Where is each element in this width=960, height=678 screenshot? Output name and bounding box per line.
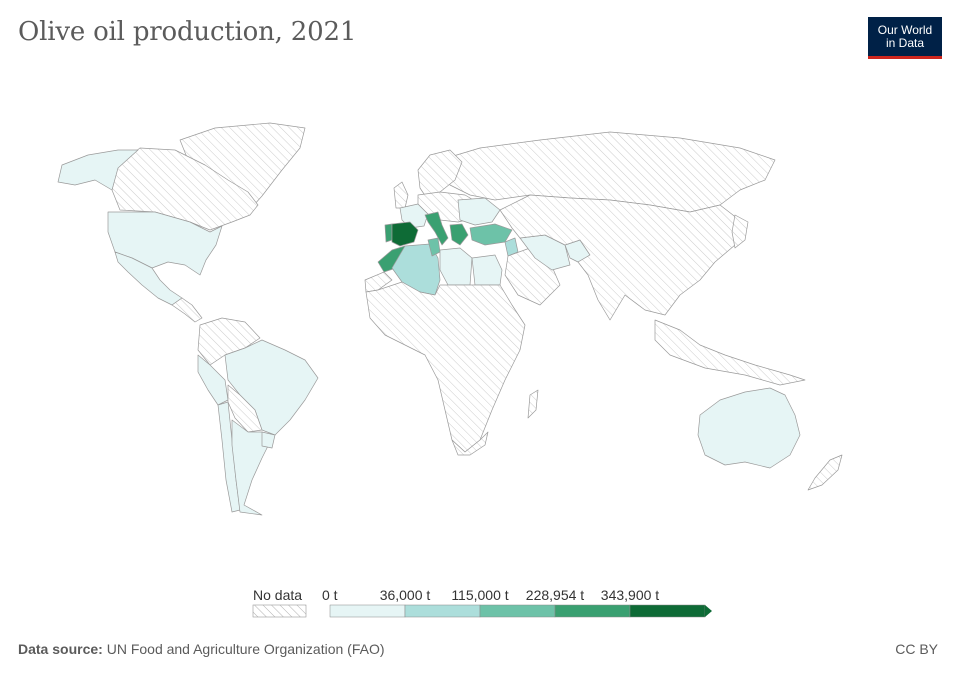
- legend-label-4: 343,900 t: [601, 587, 659, 603]
- owid-logo[interactable]: Our World in Data: [868, 17, 942, 59]
- legend-label-0: 0 t: [322, 587, 338, 603]
- region-libya: [439, 247, 473, 286]
- region-scandinavia: [417, 149, 463, 201]
- region-asia: [499, 194, 743, 321]
- data-source-text: UN Food and Agriculture Organization (FA…: [106, 641, 385, 657]
- legend-no-data-swatch: [252, 604, 307, 618]
- data-source: Data source: UN Food and Agriculture Org…: [18, 641, 385, 657]
- legend-label-2: 115,000 t: [451, 587, 508, 603]
- region-japan: [731, 214, 749, 249]
- region-uk: [393, 181, 409, 209]
- region-western-sahara: [364, 271, 393, 293]
- region-eastern-europe: [457, 197, 501, 226]
- legend-no-data-label: No data: [253, 587, 302, 603]
- map-legend: No data 0 t 36,000 t 115,000 t 228,954 t 343…: [252, 587, 712, 618]
- region-egypt: [471, 254, 503, 286]
- license[interactable]: CC BY: [895, 641, 938, 657]
- region-spain: [391, 221, 419, 247]
- chart-title: Olive oil production, 2021: [18, 17, 357, 47]
- legend-bin-4: [629, 604, 706, 618]
- region-southeast-asia: [654, 319, 806, 386]
- legend-bin-2: [479, 604, 556, 618]
- region-bolivia: [227, 384, 263, 433]
- region-italy: [424, 211, 449, 246]
- legend-label-3: 228,954 t: [526, 587, 584, 603]
- region-madagascar: [527, 389, 539, 419]
- legend-bin-1: [404, 604, 481, 618]
- region-uruguay: [261, 431, 276, 449]
- region-south-africa: [451, 431, 489, 456]
- region-rest-of-africa: [365, 281, 526, 453]
- world-map[interactable]: [0, 100, 960, 530]
- region-australia: [697, 387, 801, 469]
- region-peru: [197, 354, 229, 406]
- region-portugal: [384, 223, 393, 243]
- legend-label-1: 36,000 t: [380, 587, 431, 603]
- region-alaska: [57, 149, 139, 191]
- legend-bin-3: [554, 604, 631, 618]
- region-new-zealand: [807, 454, 843, 491]
- logo-line-2: in Data: [885, 35, 925, 50]
- logo-line-1: Our World: [877, 22, 933, 37]
- legend-bin-0: [329, 604, 406, 618]
- region-greece: [449, 223, 469, 246]
- legend-arrow: [705, 605, 712, 617]
- region-canada: [111, 147, 259, 231]
- region-central-america: [171, 297, 203, 323]
- data-source-label: Data source:: [18, 641, 103, 657]
